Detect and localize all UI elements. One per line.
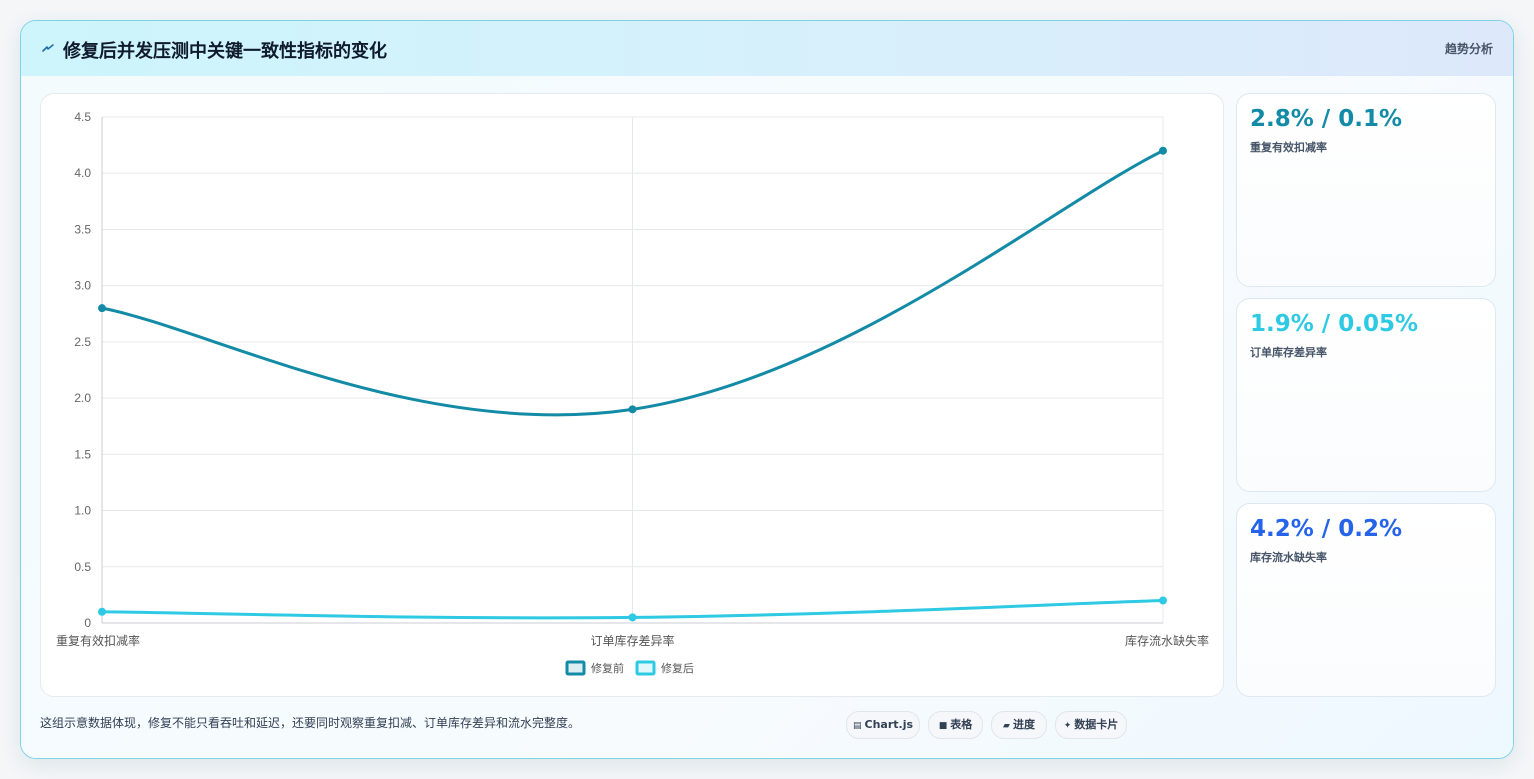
y-tick-label: 3.5 [74,222,91,236]
stat-card-order-inventory-diff: 1.9% / 0.05% 订单库存差异率 [1236,298,1496,492]
x-category-label: 重复有效扣减率 [56,633,140,648]
chip-label: 表格 [950,718,973,731]
y-tick-label: 4.5 [74,110,91,124]
chip-label: Chart.js [864,718,914,731]
footnote: 这组示意数据体现，修复不能只看吞吐和延迟，还要同时观察重复扣减、订单库存差异和流… [40,716,581,730]
data-point [1159,596,1167,605]
chip-progress[interactable]: ▰ 进度 [991,711,1047,739]
table-icon: ■ [938,721,948,731]
data-point [98,304,106,313]
stat-card-duplicate-deduction: 2.8% / 0.1% 重复有效扣减率 [1236,93,1496,287]
y-tick-label: 0.5 [74,560,91,574]
x-category-label: 库存流水缺失率 [1125,633,1209,648]
y-tick-label: 2.5 [74,335,91,349]
y-tick-label: 1.5 [74,447,91,461]
chip-chartjs[interactable]: ▤ Chart.js [846,711,920,739]
line-chart: 0 0.5 1.0 1.5 2.0 2.5 3.0 3.5 4.0 4.5 重复有效扣减率 订单库存差… [56,110,1209,676]
page-title: 修复后并发压测中关键一致性指标的变化 [63,41,387,62]
y-tick-label: 3.0 [74,279,91,293]
chart-icon: ▤ [852,721,862,731]
stat-label: 订单库存差异率 [1250,346,1327,359]
x-category-label: 订单库存差异率 [590,633,674,648]
stat-value: 1.9% / 0.05% [1250,311,1418,337]
data-point [628,405,637,414]
dashboard-card: 修复后并发压测中关键一致性指标的变化 趋势分析 0 0.5 1.0 1.5 2.0 2.5… [20,20,1514,759]
cards-icon: ✦ [1063,721,1072,731]
stat-label: 库存流水缺失率 [1250,551,1327,564]
chart-panel: 0 0.5 1.0 1.5 2.0 2.5 3.0 3.5 4.0 4.5 重复有效扣减率 订单库存差… [40,93,1224,697]
chip-label: 数据卡片 [1074,718,1119,731]
chip-data-cards[interactable]: ✦ 数据卡片 [1055,711,1127,739]
y-tick-label: 0 [84,616,91,630]
stat-value: 2.8% / 0.1% [1250,106,1402,132]
card-header: 修复后并发压测中关键一致性指标的变化 趋势分析 [21,21,1513,76]
stat-label: 重复有效扣减率 [1250,141,1327,154]
stat-card-inventory-log-missing: 4.2% / 0.2% 库存流水缺失率 [1236,503,1496,697]
lightning-icon [42,44,54,52]
data-point [98,607,106,616]
legend-swatch [565,660,586,676]
chip-label: 进度 [1012,718,1035,731]
legend-swatch [635,660,656,676]
y-tick-label: 4.0 [74,166,91,180]
y-tick-label: 2.0 [74,391,91,405]
y-tick-label: 1.0 [74,504,91,518]
legend-label: 修复前 [591,661,624,675]
progress-icon: ▰ [1003,721,1010,731]
chip-table[interactable]: ■ 表格 [928,711,983,739]
data-point [1159,146,1167,155]
data-point [628,613,637,622]
trend-analysis-tag: 趋势分析 [1444,42,1493,56]
legend-label: 修复后 [661,661,694,675]
stat-value: 4.2% / 0.2% [1250,516,1402,542]
